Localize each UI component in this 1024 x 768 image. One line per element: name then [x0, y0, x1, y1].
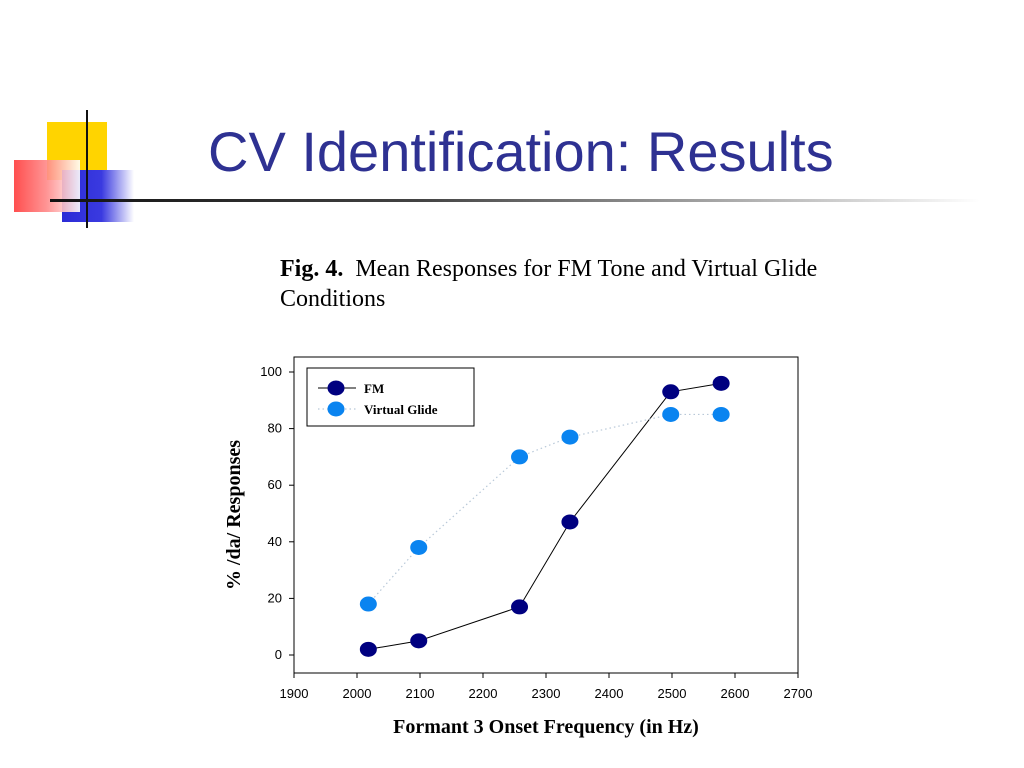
x-tick-label: 2600 [721, 686, 750, 701]
slide-title: CV Identification: Results [208, 120, 834, 183]
figure-label: Fig. 4. [280, 256, 344, 282]
y-tick-label: 100 [260, 364, 282, 379]
data-point [511, 449, 529, 465]
data-point [662, 406, 680, 422]
data-point [712, 406, 730, 422]
data-point [662, 384, 680, 400]
x-tick-label: 2700 [784, 686, 813, 701]
data-point [410, 539, 428, 555]
data-point [561, 429, 579, 445]
series-line-0 [368, 382, 722, 650]
x-tick-label: 2300 [532, 686, 561, 701]
x-axis: 1900 2000 2100 2200 2300 2400 2500 2600 2700 [280, 673, 813, 701]
legend-box [306, 367, 475, 427]
y-axis: 0 20 40 60 80 100 [260, 364, 294, 662]
legend-marker-0 [327, 380, 345, 396]
x-tick-label: 1900 [280, 686, 309, 701]
data-point [511, 599, 529, 615]
x-tick-label: 2100 [406, 686, 435, 701]
decor-vertical-line [86, 110, 88, 228]
decor-red-square [14, 160, 80, 212]
figure-caption-text: Mean Responses for FM Tone and Virtual G… [280, 256, 818, 312]
legend-marker-1 [327, 401, 345, 417]
legend-entry-0: FM [364, 381, 384, 396]
y-axis-title: % /da/ Responses [223, 440, 245, 590]
legend: FM Virtual Glide [306, 367, 475, 427]
x-tick-label: 2200 [469, 686, 498, 701]
y-tick-label: 40 [268, 534, 282, 549]
series-line-1 [367, 413, 722, 605]
legend-entry-1: Virtual Glide [364, 402, 438, 417]
x-tick-label: 2500 [658, 686, 687, 701]
data-point [561, 514, 579, 530]
figure-caption: Fig. 4. Mean Responses for FM Tone and V… [280, 254, 840, 314]
data-point [359, 596, 377, 612]
series-layer [359, 375, 730, 657]
y-tick-label: 80 [268, 421, 282, 436]
title-underline [50, 199, 980, 202]
y-tick-label: 60 [268, 477, 282, 492]
data-point [359, 641, 377, 657]
x-tick-label: 2400 [595, 686, 624, 701]
data-point [410, 633, 428, 649]
data-point [712, 375, 730, 391]
y-tick-label: 0 [275, 647, 282, 662]
x-tick-label: 2000 [343, 686, 372, 701]
x-axis-title: Formant 3 Onset Frequency (in Hz) [393, 716, 699, 738]
y-tick-label: 20 [268, 590, 282, 605]
